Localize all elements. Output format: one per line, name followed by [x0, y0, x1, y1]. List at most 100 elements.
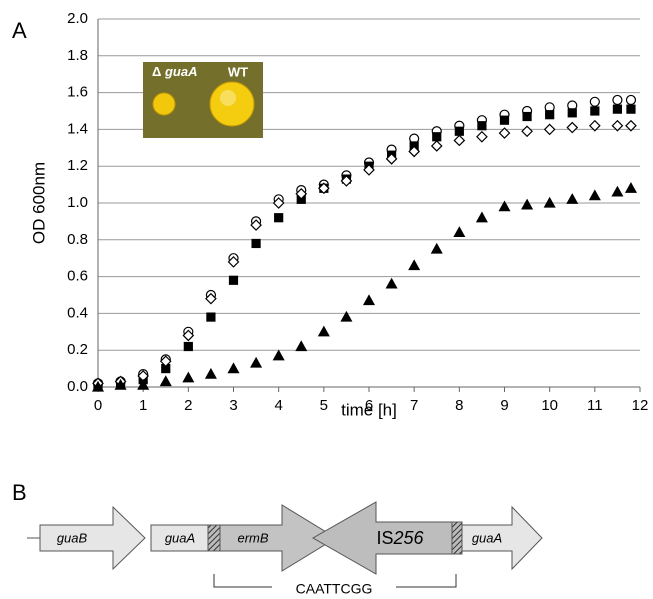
y-tick-label: 0.4: [67, 304, 88, 321]
gene-label: guaA: [472, 530, 502, 545]
point: [274, 213, 284, 223]
point: [205, 292, 217, 305]
point: [204, 367, 217, 379]
point: [543, 123, 556, 136]
point: [295, 187, 308, 200]
point: [430, 242, 443, 254]
point: [566, 193, 579, 204]
insertion-prefix: IS: [376, 528, 393, 548]
point: [625, 119, 637, 132]
y-tick-label: 2.0: [67, 10, 88, 27]
point: [567, 108, 577, 118]
inset-label: WT: [228, 64, 248, 79]
point: [430, 140, 443, 152]
x-tick-label: 10: [541, 397, 558, 414]
y-tick-label: 0.2: [67, 341, 88, 358]
insertion-arrow: [311, 501, 453, 575]
point: [477, 121, 487, 131]
point: [408, 145, 421, 158]
gene-box: [150, 524, 209, 552]
point: [432, 132, 442, 142]
gene-label: guaB: [57, 530, 88, 545]
y-tick-label: 0.0: [67, 378, 88, 395]
y-tick-label: 1.6: [67, 84, 88, 101]
insertion-number: 256: [392, 528, 424, 548]
point: [611, 185, 624, 197]
point: [589, 96, 600, 107]
point: [624, 182, 637, 193]
x-tick-label: 12: [632, 397, 649, 414]
point: [362, 294, 376, 306]
point: [612, 94, 623, 106]
point: [475, 211, 488, 223]
point: [295, 340, 308, 352]
point: [588, 189, 601, 201]
point: [522, 111, 532, 122]
colony: [152, 92, 176, 116]
inset-label-prefix: Δ: [152, 64, 161, 79]
x-tick-label: 2: [184, 397, 192, 414]
x-tick-label: 8: [455, 397, 463, 414]
junction: [207, 524, 221, 552]
colony-highlight: [220, 90, 236, 106]
point: [340, 310, 353, 322]
point: [317, 182, 330, 195]
point: [626, 104, 636, 114]
point: [227, 256, 240, 268]
point: [272, 197, 285, 209]
point: [453, 226, 466, 238]
point: [251, 238, 261, 249]
y-tick-label: 1.0: [67, 194, 88, 211]
point: [611, 119, 624, 132]
point: [363, 164, 375, 176]
point: [182, 371, 195, 383]
x-tick-label: 5: [320, 397, 328, 414]
point: [498, 200, 511, 212]
point: [625, 94, 637, 106]
gene-arrow: [461, 505, 543, 571]
point: [612, 104, 623, 114]
point: [159, 355, 172, 368]
gene-arrow: [39, 505, 146, 571]
y-tick-label: 0.8: [67, 231, 88, 248]
gene-label: ermB: [237, 530, 268, 545]
gene-arrow: [219, 504, 337, 572]
point: [521, 125, 533, 138]
gene-map: [27, 501, 543, 588]
point: [545, 110, 555, 120]
y-tick-label: 1.8: [67, 47, 88, 64]
panel-label: B: [12, 480, 27, 505]
inset-label: Δ guaA: [152, 64, 197, 79]
point: [250, 356, 263, 368]
point: [543, 196, 556, 208]
point: [385, 152, 398, 165]
point: [340, 175, 353, 187]
x-tick-label: 4: [274, 397, 282, 414]
grid: 0.00.20.40.60.81.01.21.41.61.82.00 1 2 3 4 5 6…: [67, 10, 648, 414]
point: [385, 277, 398, 289]
bracket-label: CAATTCGG: [296, 581, 373, 597]
x-tick-label: 3: [229, 397, 237, 414]
point: [227, 362, 240, 374]
point: [159, 375, 172, 387]
point: [590, 106, 600, 116]
y-axis-title: OD 600nm: [29, 162, 48, 244]
point: [476, 130, 488, 143]
point: [588, 119, 601, 132]
y-tick-label: 0.6: [67, 268, 88, 285]
point: [317, 325, 330, 337]
y-tick-label: 1.4: [67, 120, 88, 137]
panel-label: A: [12, 18, 27, 43]
gene-label: guaA: [165, 530, 195, 545]
plot: [91, 94, 637, 392]
point: [454, 126, 464, 136]
point: [183, 341, 193, 352]
point: [228, 275, 239, 285]
insertion-label: IS256: [376, 528, 424, 548]
point: [498, 127, 511, 139]
y-tick-label: 1.2: [67, 157, 88, 174]
point: [250, 219, 262, 231]
point: [453, 134, 466, 147]
